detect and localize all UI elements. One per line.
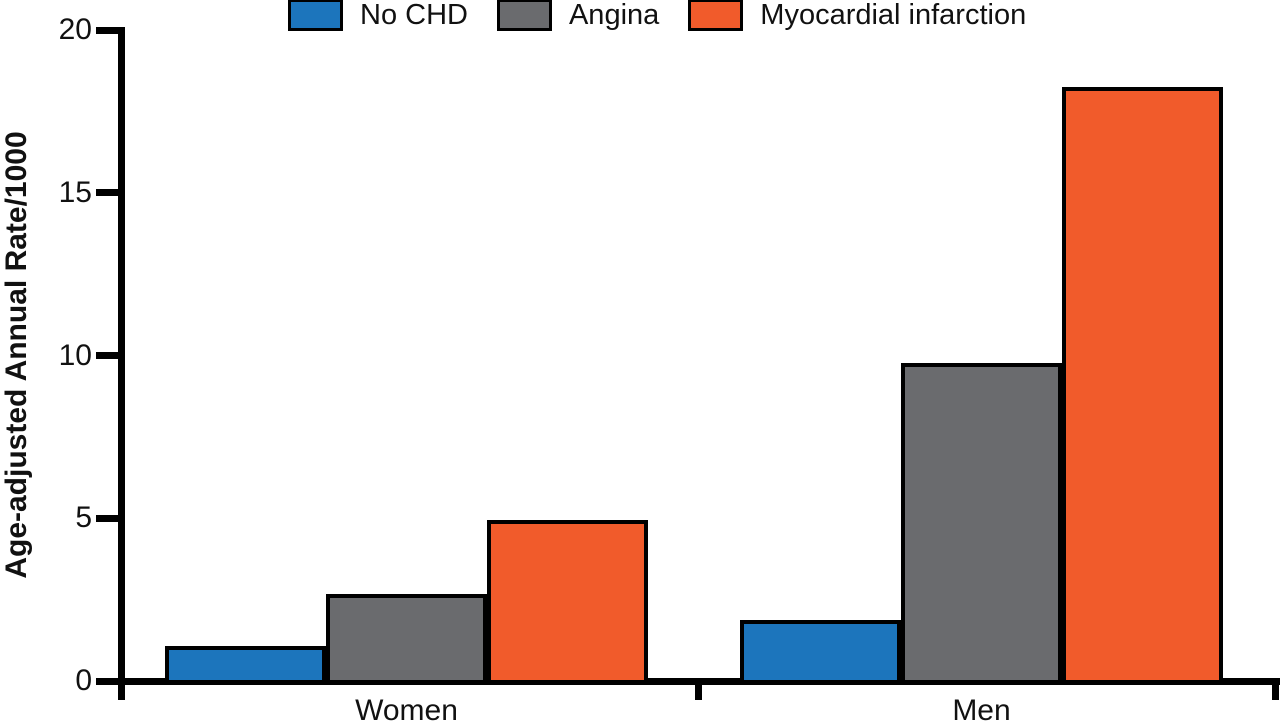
legend-item-myocardial-infarction: Myocardial infarction [688, 0, 1026, 32]
y-tick-label-10: 10 [58, 338, 92, 372]
y-tick-label-15: 15 [58, 175, 92, 209]
y-tick-label-20: 20 [58, 13, 92, 46]
legend: No CHD Angina Myocardial infarction [288, 0, 1026, 32]
legend-swatch-angina [496, 0, 552, 31]
bar-women-no-chd [165, 646, 326, 680]
legend-item-no-chd: No CHD [288, 0, 468, 32]
y-tick-label-5: 5 [75, 501, 92, 535]
y-axis-line [118, 27, 125, 697]
y-tick-5 [96, 514, 125, 522]
legend-label-angina: Angina [568, 0, 660, 31]
legend-item-angina: Angina [496, 0, 660, 32]
bar-women-myocardial-infarction [487, 519, 648, 680]
x-tick-right [1272, 681, 1279, 700]
bar-men-angina [901, 363, 1062, 680]
x-category-label-men: Men [952, 694, 1011, 725]
y-tick-15 [96, 189, 125, 197]
y-tick-0 [96, 677, 125, 685]
bar-men-myocardial-infarction [1062, 86, 1223, 680]
y-tick-20 [96, 26, 125, 34]
y-tick-label-0: 0 [75, 664, 92, 697]
x-tick-left [118, 681, 125, 700]
legend-swatch-no-chd [288, 0, 343, 31]
y-tick-10 [96, 352, 125, 359]
x-tick-mid [695, 681, 702, 700]
legend-swatch-myocardial-infarction [688, 0, 744, 31]
bar-men-no-chd [740, 620, 901, 680]
x-axis-line [96, 678, 1280, 685]
bar-women-angina [326, 594, 487, 680]
legend-label-no-chd: No CHD [360, 0, 468, 31]
legend-label-myocardial-infarction: Myocardial infarction [760, 0, 1027, 31]
x-category-label-women: Women [355, 694, 458, 725]
